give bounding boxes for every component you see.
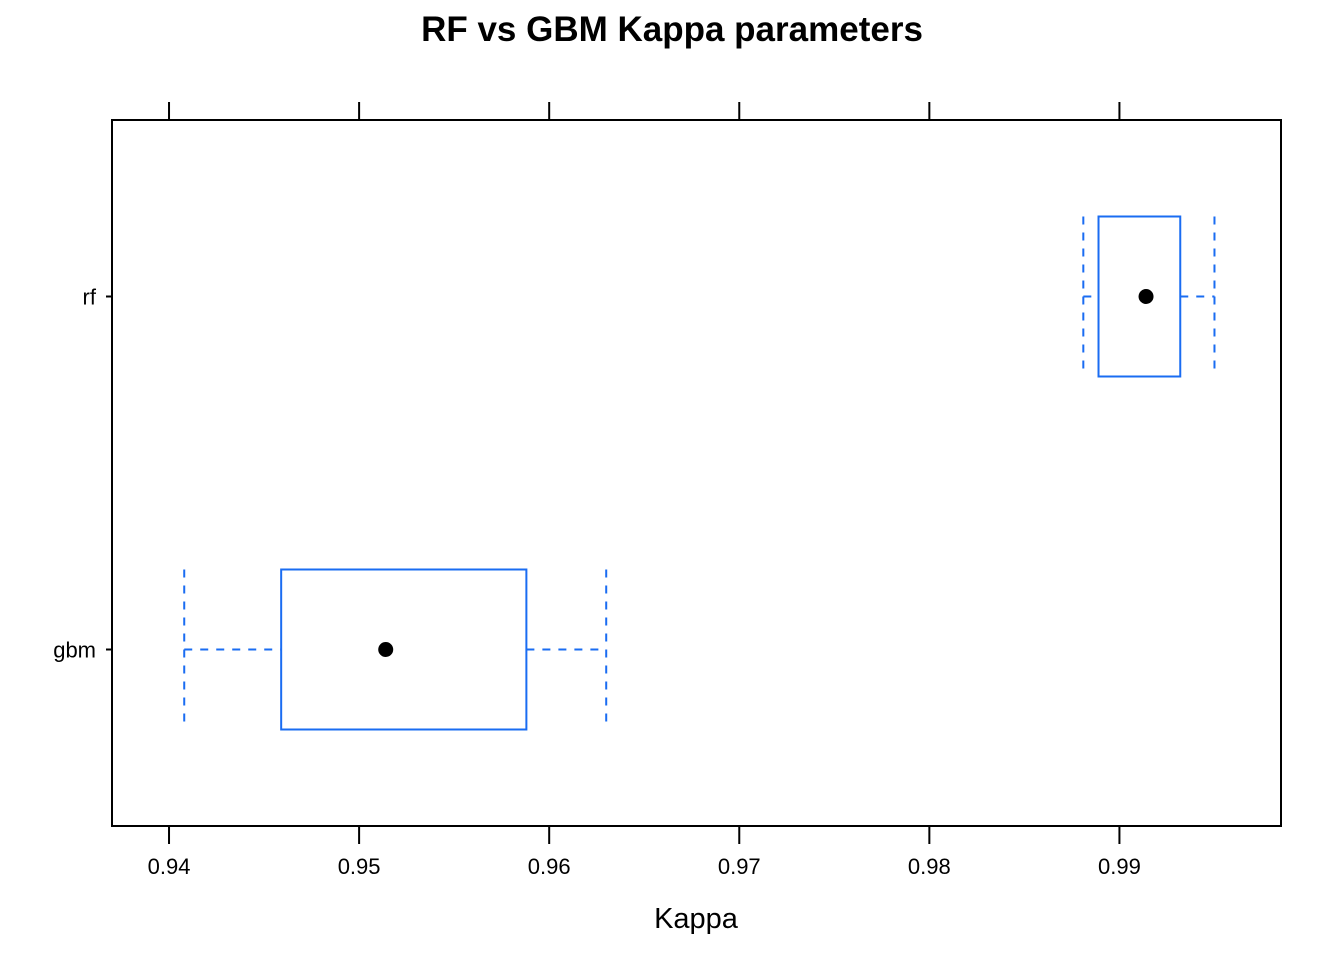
box-gbm	[183, 568, 608, 731]
x-tick-label: 0.98	[908, 854, 951, 879]
x-tick-label: 0.95	[338, 854, 381, 879]
iqr-box	[1097, 215, 1182, 378]
x-tick-label: 0.94	[148, 854, 191, 879]
y-category-label: rf	[83, 285, 97, 310]
x-axis-title: Kappa	[654, 903, 739, 935]
median-marker	[1138, 289, 1154, 304]
x-axis: 0.94 0.95 0.96 0.97 0.98 0.99	[148, 102, 1141, 879]
x-tick-label: 0.99	[1098, 854, 1141, 879]
chart-title: RF vs GBM Kappa parameters	[421, 10, 923, 49]
y-category-label: gbm	[53, 638, 96, 663]
y-axis: rf gbm	[53, 285, 112, 663]
box-rf	[1082, 215, 1216, 378]
median-marker	[378, 642, 394, 657]
x-tick-label: 0.96	[528, 854, 571, 879]
x-tick-label: 0.97	[718, 854, 761, 879]
iqr-box	[280, 568, 528, 731]
plot-frame	[111, 119, 1282, 827]
box-series	[183, 215, 1216, 731]
